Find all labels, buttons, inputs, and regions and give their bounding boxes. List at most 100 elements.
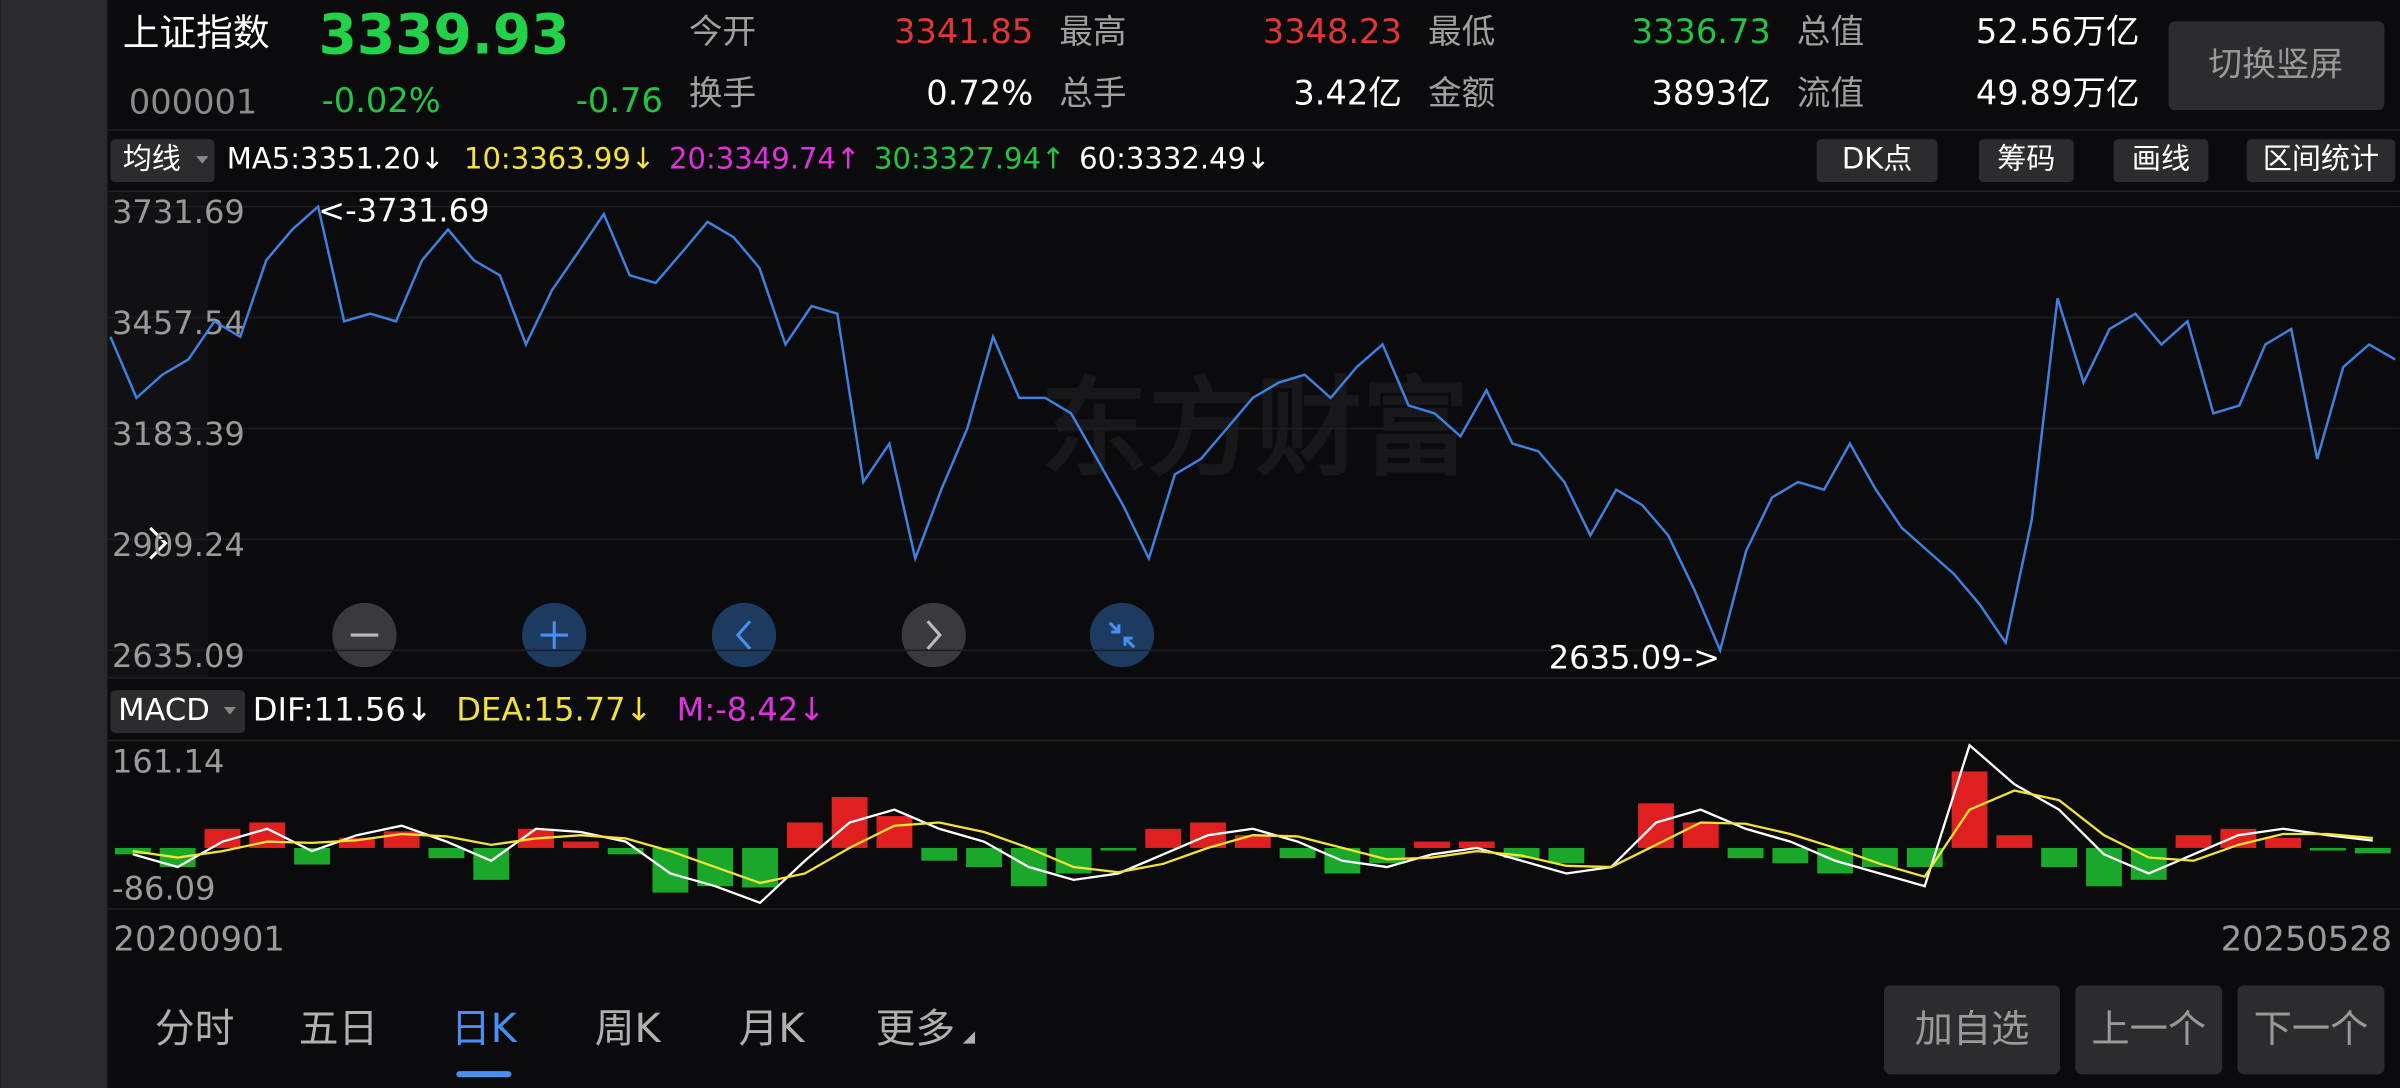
macd-bar [1772,847,1809,864]
stat-label: 最高 [1059,12,1126,51]
tool-button-label[interactable]: 筹码 [1997,142,2055,176]
period-tab[interactable]: 日K [451,1006,518,1052]
stat-value: 0.72% [926,73,1033,112]
tool-button-label[interactable]: DK点 [1842,142,1913,176]
action-button-label[interactable]: 加自选 [1915,1007,2030,1052]
stat-label: 流值 [1797,73,1864,112]
pan-left[interactable] [711,602,777,668]
stat-value: 52.56万亿 [1976,12,2140,51]
y-tick-label: 3731.69 [112,193,245,231]
macd-bar [2175,835,2212,848]
y-tick-label: 2635.09 [112,637,245,675]
y-tick-label: -86.09 [112,870,216,908]
macd-bar [1996,835,2033,848]
macd-bar [2130,847,2167,880]
min-annotation: 2635.09-> [1549,639,1720,677]
stat-value: 3348.23 [1263,12,1402,51]
macd-bar [1862,847,1898,868]
tool-button-label[interactable]: 区间统计 [2263,142,2379,176]
macd-bar [1682,822,1719,848]
macd-bar [1548,847,1585,864]
macd-bar [966,847,1002,868]
ma-item: 30:3327.94↑ [874,142,1065,176]
macd-bar [1279,847,1316,859]
macd-bar [1145,828,1182,848]
stat-label: 今开 [689,12,756,51]
side-handle[interactable] [107,191,209,678]
macd-bar [204,828,241,848]
stat-value: 3.42亿 [1293,73,1402,112]
ma-item: 20:3349.74↑ [669,142,860,176]
change: -0.76 [576,81,663,120]
action-button-label[interactable]: 上一个 [2091,1007,2206,1052]
tool-button-label[interactable]: 画线 [2132,142,2190,176]
y-tick-label: 3457.54 [112,304,245,342]
tool-button[interactable] [2246,139,2396,183]
macd-bar [1727,847,1764,859]
stat-label: 总手 [1059,73,1126,112]
stat-value: 3893亿 [1651,73,1770,112]
stat-label: 换手 [689,73,756,112]
macd-bar [1234,835,1271,848]
period-tab[interactable]: 更多 [876,1006,956,1052]
ma-selector[interactable] [110,139,215,183]
dropdown-icon [223,706,236,715]
ma-item: 10:3363.99↓ [464,142,655,176]
stat-value: 3336.73 [1632,12,1771,51]
icon [735,620,752,650]
expand-arrow[interactable] [149,526,168,560]
macd-bar [1414,841,1450,848]
macd-bar [607,847,644,855]
action-button-label[interactable]: 下一个 [2254,1007,2369,1052]
period-tab[interactable]: 五日 [299,1006,379,1052]
macd-bar [2041,847,2078,868]
macd-legend: M:-8.42↓ [677,691,826,729]
macd-bar [786,822,823,848]
macd-legend: DIF:11.56↓ [253,691,433,729]
macd-bar [562,841,599,848]
macd-bar [2354,847,2391,854]
stat-label: 总值 [1797,12,1864,51]
macd-line [132,743,2373,905]
ma-selector-label[interactable]: 均线 [123,142,181,176]
macd-title[interactable]: MACD [118,693,210,728]
macd-bar [1100,847,1137,851]
switch-button[interactable] [2168,21,2385,111]
macd-line [132,789,2373,885]
tool-button[interactable] [1816,139,1938,183]
macd-bar [2265,837,2302,848]
dropdown-icon [196,156,209,164]
price-line [109,204,2396,655]
period-tab[interactable]: 月K [739,1006,806,1052]
macd-bar [294,847,330,865]
pan-right[interactable] [901,602,966,668]
macd-bar [2310,847,2346,851]
tool-button[interactable] [1978,139,2074,183]
period-tab[interactable]: 分时 [155,1006,235,1052]
macd-bar [1638,803,1674,848]
y-tick-label: 161.14 [112,743,224,781]
index-code: 000001 [129,83,257,122]
macd-bar [921,847,958,861]
stat-value: 49.89万亿 [1976,73,2140,112]
macd-selector[interactable] [110,690,246,733]
change-pct: -0.02% [322,81,441,120]
action-button[interactable] [2237,985,2385,1075]
reset-zoom[interactable] [1089,602,1155,668]
period-tab[interactable]: 周K [595,1006,662,1052]
watermark: 东方财富 [1041,367,1469,491]
macd-bar [1503,847,1540,859]
action-button[interactable] [2075,985,2223,1075]
icon [540,621,569,649]
macd-bar [1458,841,1495,848]
action-button[interactable] [1884,985,2060,1075]
index-price: 3339.93 [319,2,570,66]
switch-button-label[interactable]: 切换竖屏 [2208,44,2343,83]
stat-label: 金额 [1428,73,1495,112]
macd-bar [742,847,778,888]
stat-value: 3341.85 [894,12,1033,51]
y-tick-label: 3183.39 [112,415,245,453]
stat-label: 最低 [1428,12,1495,51]
tool-button[interactable] [2113,139,2209,183]
